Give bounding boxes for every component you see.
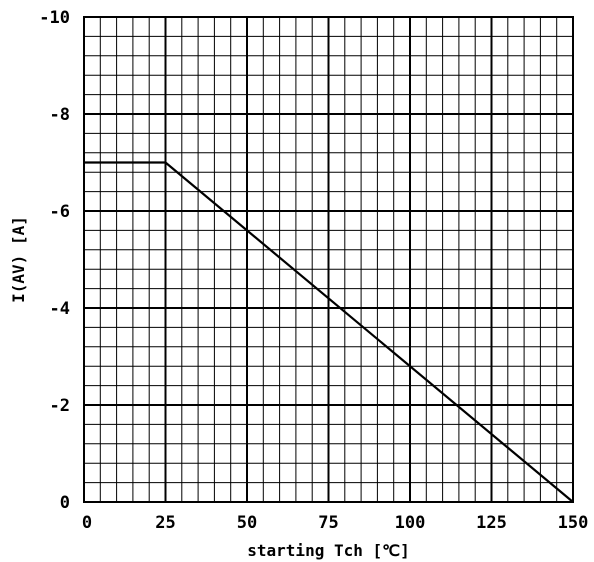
x-tick-label: 50 xyxy=(237,513,257,533)
x-tick-label: 75 xyxy=(318,513,338,533)
x-tick-label: 150 xyxy=(558,513,589,533)
major-grid xyxy=(83,16,574,503)
y-tick-labels: 0 -2 -4 -6 -8 -10 xyxy=(39,8,70,513)
series-layer xyxy=(84,161,574,503)
y-tick-label: 0 xyxy=(60,493,70,513)
x-tick-label: 25 xyxy=(155,513,175,533)
plot-frame xyxy=(83,16,574,503)
x-tick-label: 100 xyxy=(395,513,426,533)
y-tick-label: -8 xyxy=(50,105,70,125)
x-tick-label: 125 xyxy=(476,513,507,533)
series-line xyxy=(84,161,574,503)
y-tick-label: -2 xyxy=(50,396,70,416)
y-tick-label: -4 xyxy=(50,299,70,319)
x-axis-title: starting Tch [℃] xyxy=(247,541,409,560)
x-tick-labels: 0 25 50 75 100 125 150 xyxy=(82,513,588,533)
y-tick-label: -6 xyxy=(50,202,70,222)
y-axis-title: I(AV) [A] xyxy=(9,216,28,303)
x-tick-label: 0 xyxy=(82,513,92,533)
y-tick-label: -10 xyxy=(39,8,70,28)
